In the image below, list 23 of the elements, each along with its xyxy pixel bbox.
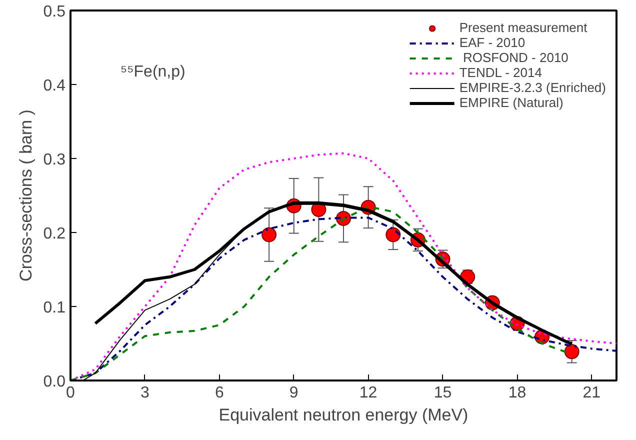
y-tick-label: 0.2 <box>43 226 66 242</box>
x-tick-label: 3 <box>140 384 150 402</box>
annotation: ⁵⁵Fe(n,p) <box>120 64 186 80</box>
y-tick-label: 0.0 <box>43 374 66 390</box>
legend-label: Present measurement <box>459 20 588 35</box>
x-tick-label: 15 <box>434 384 452 402</box>
x-tick-label: 9 <box>289 384 298 402</box>
x-tick-label: 6 <box>214 384 224 402</box>
x-tick-label: 21 <box>582 384 601 402</box>
y-axis-title: Cross-sections ( barn ) <box>16 110 36 282</box>
x-axis-title: Equivalent neutron energy (MeV) <box>218 406 468 424</box>
y-tick-label: 0.5 <box>43 4 66 20</box>
legend-label: TENDL - 2014 <box>459 65 542 80</box>
legend-label: ROSFOND - 2010 <box>462 50 568 65</box>
x-tick-label: 18 <box>508 384 526 402</box>
legend-label: EMPIRE-3.2.3 (Enriched) <box>459 80 606 95</box>
legend-label: EAF - 2010 <box>459 35 526 50</box>
legend-label: EMPIRE (Natural) <box>459 95 564 110</box>
y-tick-label: 0.1 <box>43 300 66 316</box>
y-tick-label: 0.4 <box>43 78 66 94</box>
x-tick-label: 0 <box>66 384 76 402</box>
y-tick-label: 0.3 <box>43 152 66 168</box>
x-tick-label: 12 <box>359 384 378 402</box>
